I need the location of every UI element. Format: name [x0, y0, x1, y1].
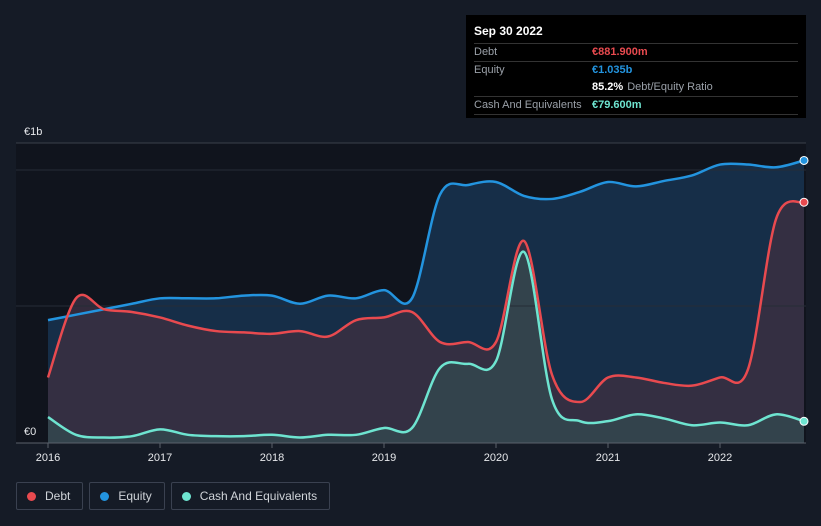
equity-dot-icon: [100, 491, 110, 501]
tooltip-cash-row: Cash And Equivalents €79.600m: [474, 97, 798, 115]
tooltip: Sep 30 2022 Debt €881.900m Equity €1.035…: [466, 15, 806, 118]
cash-line: [47, 250, 805, 439]
x-tick-label: 2022: [708, 452, 732, 464]
debt-dot-icon: [27, 491, 36, 501]
cash-dot-icon: [181, 491, 191, 501]
x-tick-label: 2016: [36, 452, 60, 464]
tooltip-debt-row: Debt €881.900m: [474, 44, 798, 62]
tooltip-cash-value: €79.600m: [592, 99, 642, 111]
tooltip-ratio-row: 85.2% Debt/Equity Ratio: [474, 79, 798, 97]
x-tick-label: 2021: [596, 452, 620, 464]
tooltip-ratio-spacer: [474, 79, 592, 96]
tooltip-equity-value: €1.035b: [592, 64, 633, 76]
tooltip-ratio-value: 85.2%: [592, 81, 624, 93]
cash-end-marker: [799, 416, 809, 426]
equity-line: [47, 159, 805, 322]
tooltip-equity-label: Equity: [474, 64, 505, 76]
legend: Debt Equity Cash And Equivalents: [16, 482, 331, 510]
legend-label: Equity: [118, 489, 152, 503]
x-tick-label: 2020: [484, 452, 508, 464]
y-tick-label-zero: €0: [24, 426, 36, 438]
tooltip-ratio-label: Debt/Equity Ratio: [627, 81, 713, 93]
legend-item-cash[interactable]: Cash And Equivalents: [170, 482, 331, 510]
y-tick-label-top: €1b: [24, 126, 42, 138]
tooltip-date: Sep 30 2022: [474, 23, 798, 44]
tooltip-equity-row: Equity €1.035b: [474, 62, 798, 79]
x-tick-label: 2019: [372, 452, 396, 464]
tooltip-debt-label: Debt: [474, 46, 498, 58]
equity-end-marker: [799, 155, 809, 165]
legend-item-equity[interactable]: Equity: [89, 482, 165, 510]
x-tick-label: 2018: [260, 452, 284, 464]
debt-area: [48, 201, 804, 443]
legend-item-debt[interactable]: Debt: [16, 482, 84, 510]
x-tick-label: 2017: [148, 452, 172, 464]
legend-label: Cash And Equivalents: [199, 489, 318, 503]
debt-end-marker: [799, 197, 809, 207]
tooltip-debt-value: €881.900m: [592, 46, 648, 58]
debt-line: [46, 200, 805, 404]
tooltip-cash-label: Cash And Equivalents: [474, 99, 582, 111]
legend-label: Debt: [45, 489, 71, 503]
